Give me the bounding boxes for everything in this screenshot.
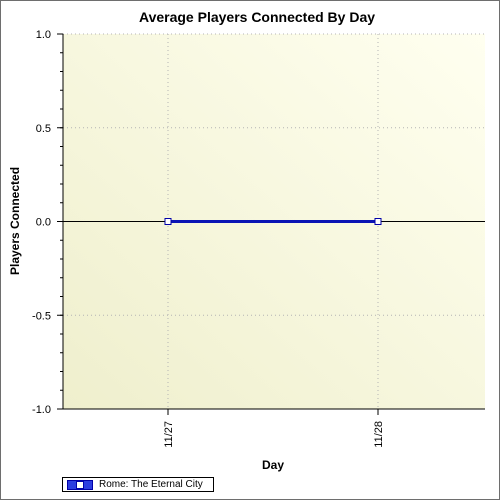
y-axis-label: Players Connected: [8, 167, 22, 275]
y-tick-label: -0.5: [32, 310, 51, 322]
y-tick-label: 0.0: [36, 217, 51, 229]
chart-title: Average Players Connected By Day: [139, 9, 375, 25]
axes: 1.0 0.5 0.0 -0.5 -1.0 11/27 11/28: [32, 29, 485, 448]
legend-marker-icon: [76, 480, 84, 489]
y-tick-label: 0.5: [36, 123, 51, 135]
legend: Rome: The Eternal City: [62, 477, 214, 492]
data-point: [374, 218, 382, 225]
series-layer: [164, 218, 382, 225]
x-tick-label: 11/28: [373, 421, 385, 448]
legend-swatch-icon: [67, 479, 93, 490]
legend-label: Rome: The Eternal City: [99, 479, 203, 490]
grid-lines: [63, 33, 485, 409]
data-point: [164, 218, 172, 225]
x-tick-label: 11/27: [163, 421, 175, 448]
y-tick-label: 1.0: [36, 29, 51, 41]
x-axis-label: Day: [262, 458, 284, 472]
y-tick-label: -1.0: [32, 404, 51, 416]
